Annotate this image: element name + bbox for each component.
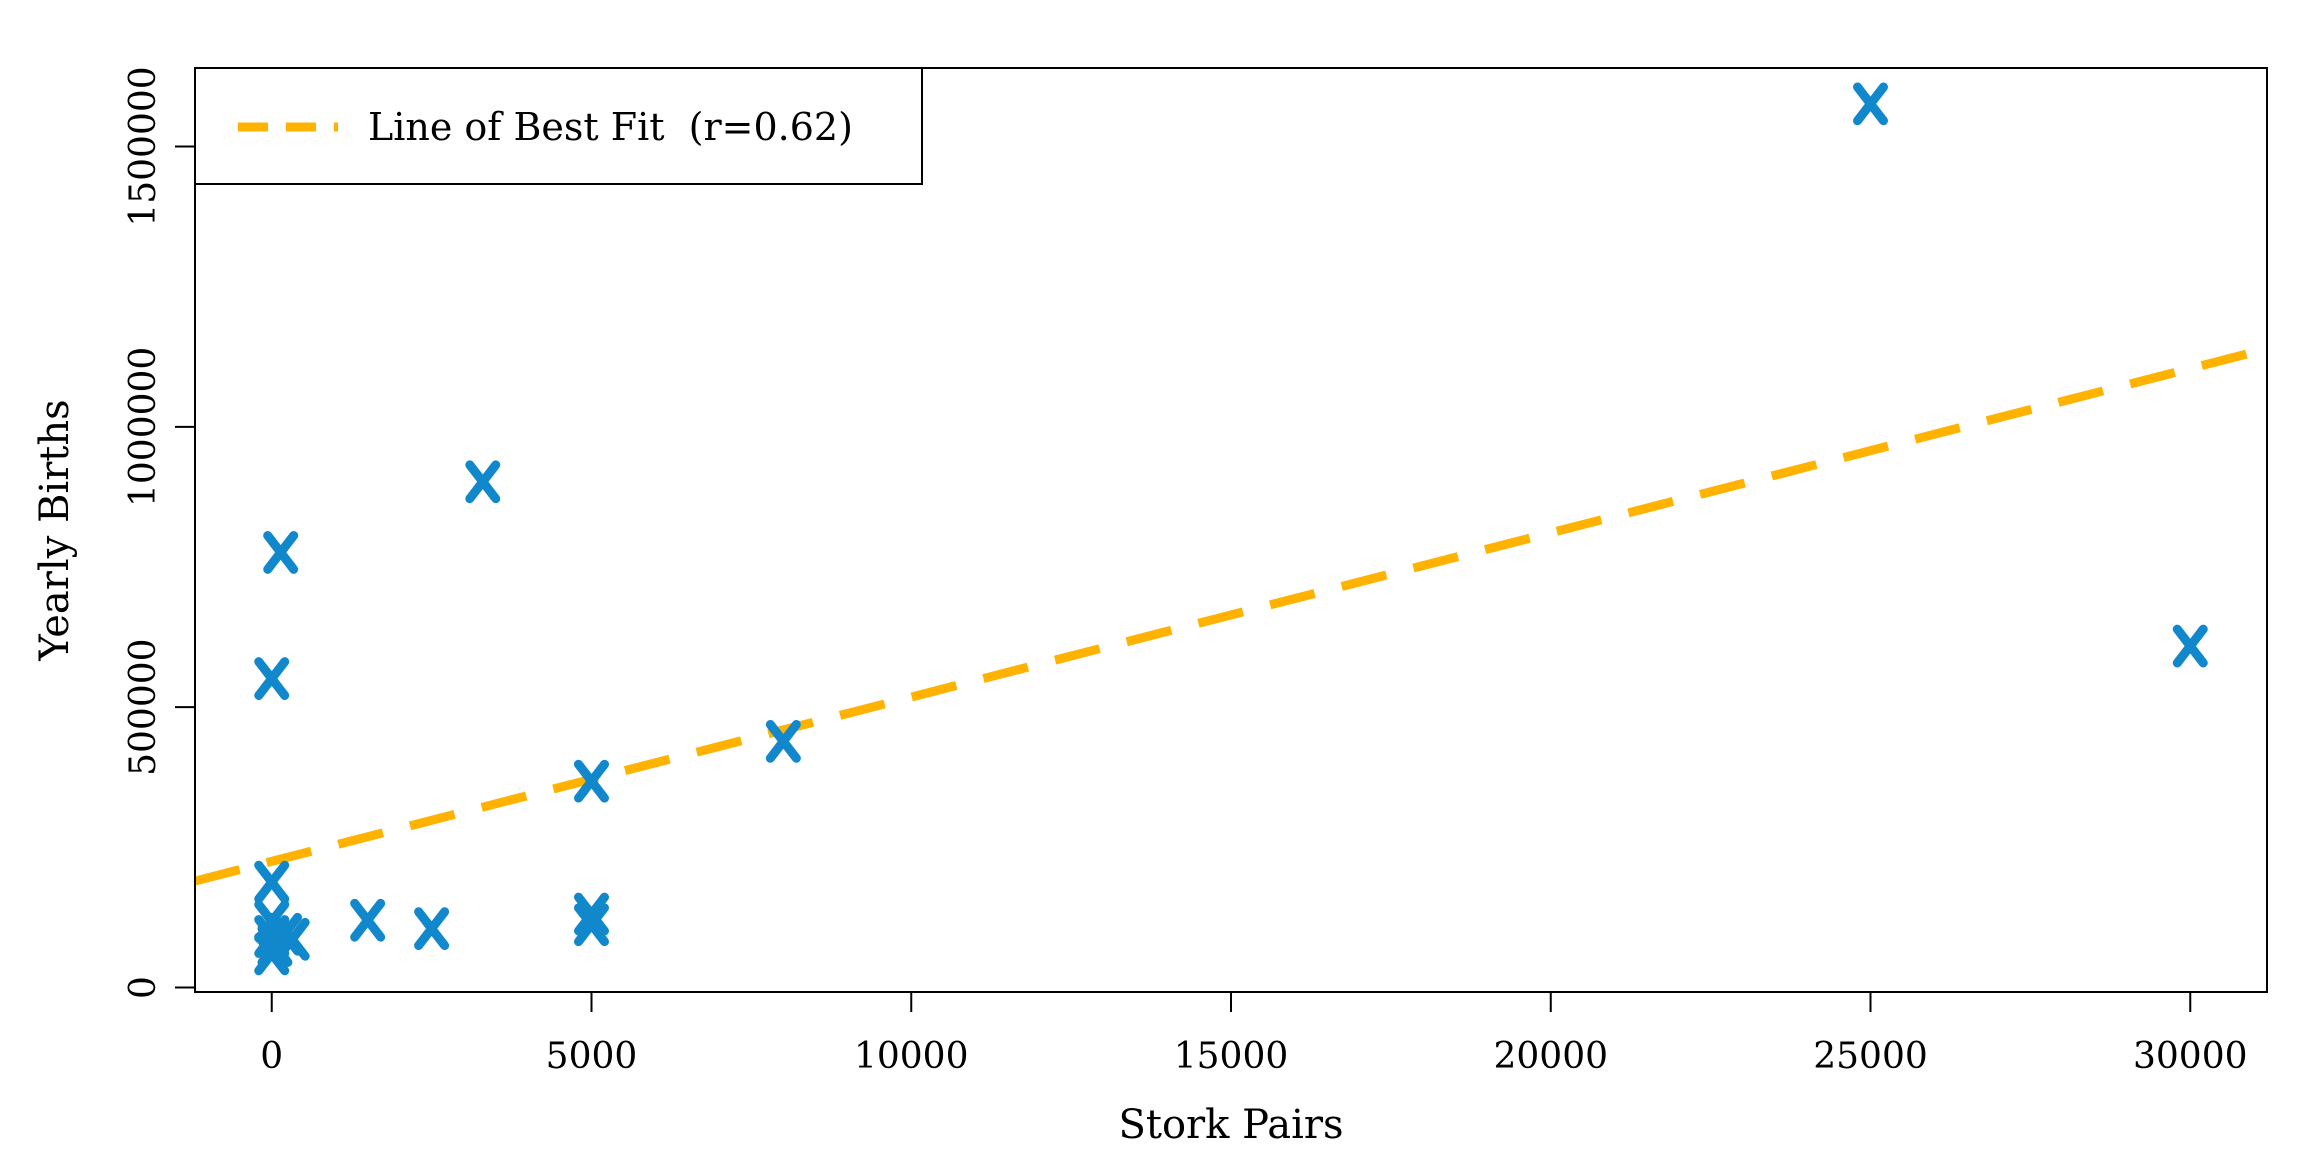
x-marker — [267, 912, 303, 956]
data-point — [254, 860, 290, 904]
data-point — [350, 898, 386, 942]
legend-fit-label: Line of Best Fit (r=0.62) — [368, 105, 853, 149]
x-tick-label: 30000 — [2133, 1036, 2248, 1077]
y-tick-label: 1000000 — [123, 347, 164, 507]
data-point — [267, 912, 303, 956]
best-fit-line — [193, 344, 2269, 886]
data-point — [573, 759, 609, 803]
legend-box — [194, 67, 923, 185]
x-tick-label: 10000 — [854, 1036, 969, 1077]
x-marker — [254, 657, 290, 700]
y-tick-label: 1500000 — [123, 66, 164, 226]
x-tick-label: 0 — [260, 1036, 283, 1077]
data-point — [2172, 624, 2208, 668]
x-marker — [765, 719, 801, 763]
data-point — [765, 719, 801, 763]
x-marker — [2172, 624, 2208, 668]
x-tick-label: 25000 — [1813, 1036, 1928, 1077]
y-tick-label: 0 — [123, 976, 164, 999]
data-point — [263, 531, 299, 574]
y-axis-label: Yearly Births — [32, 399, 78, 661]
x-marker — [573, 892, 609, 936]
y-axis: 0 500000 1000000 1500000 — [123, 66, 195, 999]
x-marker — [1853, 82, 1889, 126]
x-tick-label: 5000 — [546, 1036, 638, 1077]
data-point — [254, 657, 290, 700]
data-point — [573, 903, 609, 947]
data-point — [1853, 82, 1889, 126]
plot-area — [193, 82, 2269, 976]
data-point — [465, 460, 501, 504]
y-tick-label: 500000 — [123, 638, 164, 775]
x-axis: 0 5000 10000 15000 20000 25000 30000 — [260, 992, 2248, 1077]
x-tick-label: 15000 — [1174, 1036, 1289, 1077]
plot-frame — [194, 67, 2268, 993]
x-axis-label: Stork Pairs — [1118, 1102, 1343, 1148]
x-marker — [254, 860, 290, 904]
x-marker — [263, 531, 299, 574]
x-marker — [573, 759, 609, 803]
data-point — [573, 892, 609, 936]
x-marker — [465, 460, 501, 504]
x-marker — [350, 898, 386, 942]
data-point — [414, 907, 450, 951]
legend: Line of Best Fit (r=0.62) — [194, 67, 923, 185]
x-marker — [573, 903, 609, 947]
x-tick-label: 20000 — [1493, 1036, 1608, 1077]
x-marker — [414, 907, 450, 951]
